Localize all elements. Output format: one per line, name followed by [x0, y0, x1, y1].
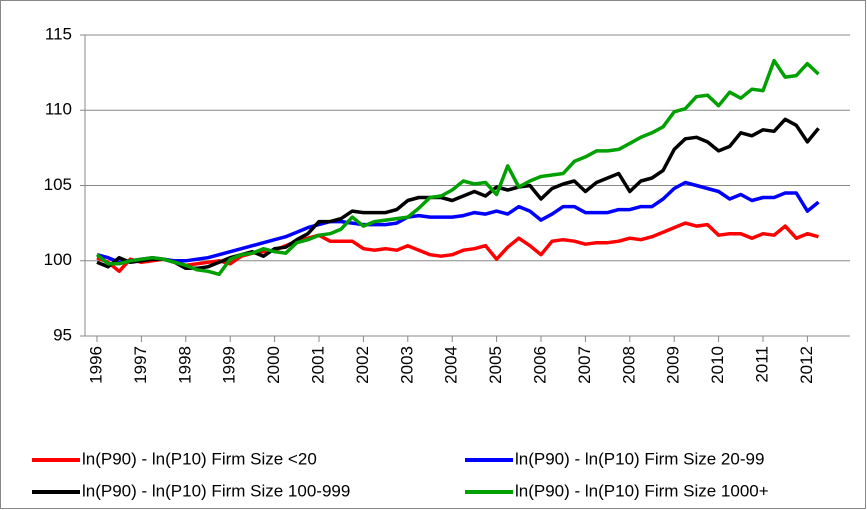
- x-tick-label: 2011: [752, 346, 771, 383]
- x-tick-label: 2008: [619, 346, 638, 384]
- x-tick-label: 1997: [131, 346, 150, 384]
- series-line: [96, 117, 820, 271]
- legend-label: ln(P90) - ln(P10) Firm Size 1000+: [515, 481, 769, 500]
- x-tick-label: 2007: [575, 346, 594, 384]
- series-line: [96, 221, 819, 274]
- x-tick-label: 1999: [220, 346, 239, 384]
- series-line: [96, 180, 820, 265]
- x-tick-label: 2002: [353, 346, 372, 384]
- x-tick-label: 2001: [308, 346, 327, 384]
- y-tick-label: 105: [44, 175, 72, 194]
- y-tick-label: 100: [44, 250, 72, 269]
- x-tick-label: 1996: [86, 346, 105, 384]
- x-tick-label: 2006: [530, 346, 549, 384]
- x-tick-label: 2012: [797, 346, 816, 384]
- x-tick-label: 1998: [175, 346, 194, 384]
- x-tick-label: 2009: [664, 346, 683, 384]
- legend-label: ln(P90) - ln(P10) Firm Size <20: [82, 449, 317, 468]
- x-tick-label: 2005: [486, 346, 505, 384]
- x-tick-label: 2000: [264, 346, 283, 384]
- y-tick-label: 110: [45, 100, 72, 119]
- legend-label: ln(P90) - ln(P10) Firm Size 100-999: [82, 481, 350, 500]
- series-line: [95, 58, 820, 277]
- y-tick-label: 115: [45, 24, 72, 43]
- x-tick-label: 2003: [397, 346, 416, 384]
- y-tick-label: 95: [53, 325, 72, 344]
- legend-label: ln(P90) - ln(P10) Firm Size 20-99: [515, 449, 764, 468]
- x-tick-label: 2004: [442, 346, 461, 384]
- x-tick-label: 2010: [708, 346, 727, 384]
